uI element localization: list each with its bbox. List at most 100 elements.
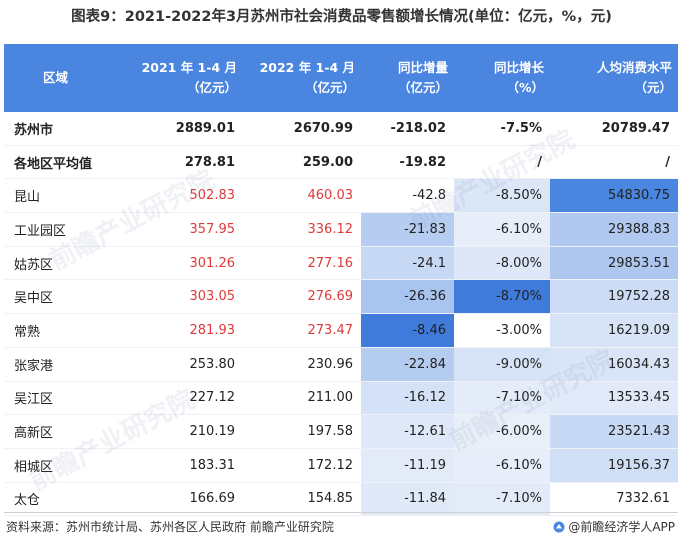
cell-2022: 230.96 (243, 347, 361, 382)
cell-region: 苏州市 (4, 112, 107, 146)
cell-2021: 183.31 (107, 448, 243, 483)
cell-2021: 357.95 (107, 212, 243, 247)
cell-2022: 2670.99 (243, 112, 361, 146)
cell-per-capita: 20789.47 (550, 112, 678, 146)
cell-2021: 502.83 (107, 178, 243, 214)
cell-growth: -8.70% (454, 279, 550, 315)
cell-2021: 301.26 (107, 246, 243, 281)
header-row: 区域 2021 年 1-4 月 （亿元） 2022 年 1-4 月 （亿元） 同比增… (4, 44, 678, 112)
header-growth: 同比增长 （%） (454, 44, 550, 112)
table-row: 吴中区 303.05 276.69 -26.36 -8.70% 19752.28 (4, 279, 678, 315)
cell-2022: 460.03 (243, 178, 361, 214)
cell-growth: / (454, 145, 550, 180)
header-delta: 同比增量 （亿元） (361, 44, 454, 112)
cell-2022: 211.00 (243, 381, 361, 416)
cell-region: 张家港 (4, 347, 107, 382)
header-2022-line2: （亿元） (304, 80, 355, 95)
footer-divider (4, 512, 678, 513)
cell-per-capita: 16219.09 (550, 313, 678, 348)
cell-per-capita: / (550, 145, 678, 180)
header-delta-line1: 同比增量 (397, 60, 448, 75)
cell-delta: -11.19 (361, 448, 454, 483)
cell-2022: 336.12 (243, 212, 361, 247)
cell-delta: -21.83 (361, 212, 454, 247)
header-2021-line2: （亿元） (186, 80, 237, 95)
page-title: 图表9：2021-2022年3月苏州市社会消费品零售额增长情况(单位：亿元，%，… (71, 9, 612, 25)
header-per-capita-line2: （元） (634, 80, 672, 95)
cell-region: 工业园区 (4, 212, 107, 247)
cell-delta: -12.61 (361, 414, 454, 449)
table-row: 苏州市 2889.01 2670.99 -218.02 -7.5% 20789.47 (4, 112, 678, 146)
cell-2021: 278.81 (107, 145, 243, 180)
cell-2022: 154.85 (243, 482, 361, 517)
cell-2021: 281.93 (107, 313, 243, 348)
cell-region: 太仓 (4, 482, 107, 517)
cell-per-capita: 16034.43 (550, 347, 678, 382)
table-row: 姑苏区 301.26 277.16 -24.1 -8.00% 29853.51 (4, 246, 678, 281)
cell-2021: 303.05 (107, 279, 243, 315)
cell-2022: 276.69 (243, 279, 361, 315)
cell-region: 各地区平均值 (4, 145, 107, 180)
cell-growth: -6.00% (454, 414, 550, 449)
table-row: 张家港 253.80 230.96 -22.84 -9.00% 16034.43 (4, 347, 678, 382)
cell-2021: 166.69 (107, 482, 243, 517)
cell-per-capita: 54830.75 (550, 178, 678, 214)
table-row: 高新区 210.19 197.58 -12.61 -6.00% 23521.43 (4, 414, 678, 449)
cell-2022: 197.58 (243, 414, 361, 449)
cell-growth: -6.10% (454, 212, 550, 247)
cell-region: 吴中区 (4, 279, 107, 315)
header-growth-line2: （%） (506, 80, 544, 95)
cell-growth: -7.10% (454, 482, 550, 517)
header-2022: 2022 年 1-4 月 （亿元） (243, 44, 361, 112)
cell-delta: -22.84 (361, 347, 454, 382)
table-row: 吴江区 227.12 211.00 -16.12 -7.10% 13533.45 (4, 381, 678, 416)
cell-per-capita: 19156.37 (550, 448, 678, 483)
cell-2021: 2889.01 (107, 112, 243, 146)
table-row: 各地区平均值 278.81 259.00 -19.82// (4, 145, 678, 180)
source-note: 资料来源：苏州市统计局、苏州各区人民政府 前瞻产业研究院 (6, 520, 334, 534)
header-delta-line2: （亿元） (397, 80, 448, 95)
cell-delta: -218.02 (361, 112, 454, 146)
header-2021-line1: 2021 年 1-4 月 (141, 60, 237, 75)
header-2022-line1: 2022 年 1-4 月 (259, 60, 355, 75)
cell-per-capita: 29388.83 (550, 212, 678, 247)
cell-growth: -8.50% (454, 178, 550, 214)
cell-region: 吴江区 (4, 381, 107, 416)
cell-delta: -42.8 (361, 178, 454, 214)
cell-growth: -6.10% (454, 448, 550, 483)
brand-credit: @前瞻经济学人APP (553, 518, 675, 535)
cell-delta: -24.1 (361, 246, 454, 281)
brand-text: @前瞻经济学人APP (568, 520, 675, 534)
cell-delta: -26.36 (361, 279, 454, 315)
cell-delta: -16.12 (361, 381, 454, 416)
cell-2022: 273.47 (243, 313, 361, 348)
cell-2022: 277.16 (243, 246, 361, 281)
table-row: 工业园区 357.95 336.12 -21.83 -6.10% 29388.83 (4, 212, 678, 247)
cell-growth: -9.00% (454, 347, 550, 382)
cell-region: 常熟 (4, 313, 107, 348)
header-growth-line1: 同比增长 (493, 60, 544, 75)
cell-per-capita: 29853.51 (550, 246, 678, 281)
table-row: 昆山 502.83 460.03 -42.8 -8.50% 54830.75 (4, 178, 678, 214)
header-per-capita-line1: 人均消费水平 (596, 60, 672, 75)
cell-growth: -8.00% (454, 246, 550, 281)
table-row: 常熟 281.93 273.47 -8.46 -3.00% 16219.09 (4, 313, 678, 348)
data-table: 区域 2021 年 1-4 月 （亿元） 2022 年 1-4 月 （亿元） 同比增… (4, 44, 678, 517)
header-per-capita: 人均消费水平 （元） (550, 44, 678, 112)
cell-delta: -19.82 (361, 145, 454, 180)
cell-2021: 253.80 (107, 347, 243, 382)
cell-per-capita: 13533.45 (550, 381, 678, 416)
brand-logo-icon (553, 521, 565, 533)
cell-2021: 210.19 (107, 414, 243, 449)
cell-delta: -11.84 (361, 482, 454, 517)
cell-per-capita: 7332.61 (550, 482, 678, 517)
cell-2022: 172.12 (243, 448, 361, 483)
cell-growth: -7.5% (454, 112, 550, 146)
header-2021: 2021 年 1-4 月 （亿元） (107, 44, 243, 112)
cell-growth: -3.00% (454, 313, 550, 348)
cell-region: 姑苏区 (4, 246, 107, 281)
header-region: 区域 (4, 44, 107, 112)
cell-region: 昆山 (4, 178, 107, 214)
table-row: 相城区 183.31 172.12 -11.19 -6.10% 19156.37 (4, 448, 678, 483)
cell-per-capita: 23521.43 (550, 414, 678, 449)
